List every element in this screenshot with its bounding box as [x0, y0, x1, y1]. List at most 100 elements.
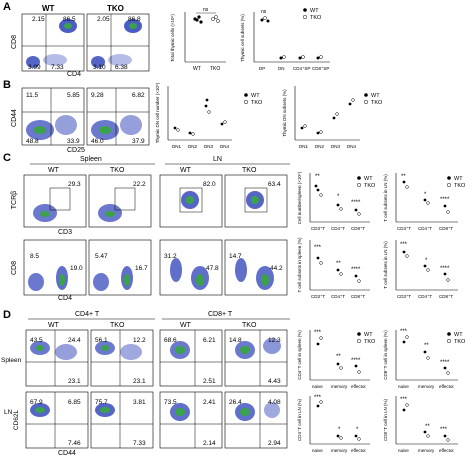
- c-legend2-wt-dot: [447, 176, 451, 180]
- d-legend1-tko-dot: [356, 338, 362, 344]
- c-group-4: TKO: [242, 167, 257, 174]
- a-chart2-xtick-cd4sp: CD4⁺SP: [293, 66, 310, 71]
- c-row2-val-3a: 31.2: [164, 253, 177, 260]
- panel-letter-b: B: [3, 79, 11, 91]
- c-row2-yaxis: CD8: [11, 261, 18, 275]
- c-chart3-x-3: CD8⁺T: [351, 294, 365, 299]
- c-chart4-sig-1: ***: [400, 242, 408, 248]
- a-chart1-ylabel: Total thymic cells (×10⁶): [170, 14, 175, 62]
- d-group-2: TKO: [110, 322, 125, 329]
- c-row2-plot-3: [159, 239, 223, 296]
- a-chart1-xtick-wt: WT: [193, 66, 201, 72]
- d-row-ln: LN: [4, 409, 13, 416]
- a-legend-wt: WT: [310, 8, 319, 14]
- d-chart3-sig-3: *: [356, 427, 359, 433]
- b-flow-plot-wt: [21, 87, 85, 146]
- c-chart4-sig-3: ****: [440, 266, 450, 272]
- c-row1-val-4: 63.4: [268, 181, 281, 188]
- b-tko-q1: 9.28: [91, 92, 104, 99]
- d-chart-2: [395, 330, 458, 381]
- c-row1-plot-3: [159, 174, 223, 228]
- a-chart2-xtick-cd8sp: CD8⁺SP: [312, 66, 329, 71]
- c-chart4-x-3: CD8⁺T: [439, 294, 453, 299]
- c-legend2-wt: WT: [454, 176, 463, 182]
- d-ln-1-a: 67.9: [30, 399, 43, 406]
- d-ln-3-c: 2.14: [203, 440, 216, 447]
- b-chart1-ylabel: Thymic DN cell number (×10⁵): [155, 82, 160, 143]
- c-chart3-sig-1: ***: [314, 245, 322, 251]
- c-chart4-x-1: CD3⁺T: [397, 294, 411, 299]
- c-row1-plot-4: [224, 174, 288, 228]
- d-chart2-x-2: memory: [418, 384, 435, 389]
- d-spleen-4-b: 12.3: [268, 337, 281, 344]
- c-chart1-sig-1: **: [315, 174, 320, 180]
- c-legend2-tko: TKO: [454, 183, 466, 189]
- d-chart4-x-3: effector: [439, 448, 454, 453]
- c-tissue-ln: LN: [213, 156, 222, 163]
- a-chart2-xtick-dn: DN: [278, 66, 285, 71]
- a-group-wt: WT: [42, 4, 55, 13]
- a-group-tko: TKO: [107, 4, 124, 13]
- c-chart4-x-2: CD4⁺T: [418, 294, 432, 299]
- d-ln-2-b: 3.81: [133, 399, 146, 406]
- a-chart2-xtick-dp: DP: [259, 66, 265, 71]
- c-row2-val-2b: 16.7: [135, 265, 148, 272]
- c-row1-val-2: 22.2: [133, 181, 146, 188]
- a-tko-q4: 6.38: [115, 64, 128, 71]
- b-wt-q2: 5.85: [67, 92, 80, 99]
- c-legend1-tko: TKO: [364, 183, 376, 189]
- c-row1-plot-2: [88, 174, 152, 228]
- d-chart1-x-2: memory: [331, 384, 348, 389]
- d-spleen-2-c: 23.1: [133, 378, 146, 385]
- c-group-1: WT: [48, 167, 60, 174]
- a-tko-q3: 3.10: [93, 64, 106, 71]
- c-row1-val-3: 82.0: [203, 181, 216, 188]
- d-spleen-plot-2: [90, 329, 154, 387]
- d-chart4-sig-3: ***: [440, 427, 448, 433]
- d-chart1-x-1: naive: [312, 384, 323, 389]
- c-chart2-sig-3: ****: [440, 197, 450, 203]
- c-chart1-x-1: CD3⁺T: [311, 226, 325, 231]
- b-chart2-ylabel: Thymic DN subsets (%): [282, 89, 287, 137]
- a-chart-total-cells: [184, 12, 226, 63]
- c-chart-3: [309, 240, 370, 291]
- a-xaxis-label: CD4: [67, 71, 81, 78]
- b-chart-dn-subsets: [294, 86, 360, 141]
- b-legend2-wt: WT: [371, 93, 380, 99]
- d-ln-plot-4: [224, 391, 288, 449]
- d-chart2-sig-1: ***: [400, 329, 408, 335]
- c-chart3-x-1: CD3⁺T: [311, 294, 325, 299]
- a-chart1-xtick-tko: TKO: [210, 66, 220, 72]
- d-chart3-x-1: naive: [312, 448, 323, 453]
- d-chart4-sig-2: **: [425, 424, 430, 430]
- d-chart3-x-2: memory: [331, 448, 348, 453]
- panel-letter-c: C: [3, 152, 11, 164]
- d-ln-2-c: 7.33: [133, 440, 146, 447]
- d-ln-2-a: 75.7: [95, 399, 108, 406]
- c-row1-yaxis: TCRβ: [11, 191, 18, 209]
- c-chart-1: [309, 173, 370, 223]
- b-tko-q3: 46.0: [91, 138, 104, 145]
- c-chart1-sig-2: *: [337, 194, 340, 200]
- d-chart4-sig-1: ***: [400, 397, 408, 403]
- c-chart1-x-2: CD4⁺T: [331, 226, 345, 231]
- b-legend1-wt-dot: [244, 93, 248, 97]
- c-chart3-ylabel: T cell subsets in spleen (%): [297, 237, 302, 292]
- a-chart1-ns: ns: [203, 7, 209, 13]
- d-spleen-3-c: 2.51: [203, 378, 216, 385]
- d-spleen-4-a: 14.8: [229, 337, 242, 344]
- c-legend1-wt-dot: [357, 176, 361, 180]
- c-row1-xaxis: CD3: [58, 229, 72, 236]
- b-legend2-tko: TKO: [371, 100, 383, 106]
- d-chart1-ylabel: CD4⁺T cell in spleen (%): [297, 330, 302, 380]
- d-chart4-ylabel: CD8⁺T cell in LN (%): [383, 398, 388, 441]
- b-chart2-x-dn2: DN2: [315, 144, 324, 149]
- b-chart2-x-dn3: DN3: [331, 144, 340, 149]
- b-chart1-x-dn4: DN4: [220, 144, 229, 149]
- b-flow-plot-tko: [86, 87, 150, 146]
- c-chart2-x-1: CD3⁺T: [397, 226, 411, 231]
- d-row-spleen: Spleen: [1, 357, 22, 364]
- panel-letter-a: A: [3, 1, 11, 13]
- d-ln-plot-1: [25, 391, 89, 449]
